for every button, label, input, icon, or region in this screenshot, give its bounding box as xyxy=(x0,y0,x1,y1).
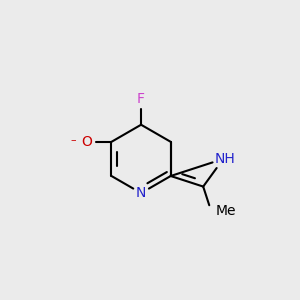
Text: Me: Me xyxy=(215,204,236,218)
Text: NH: NH xyxy=(214,152,235,166)
Text: F: F xyxy=(137,92,145,106)
Text: –: – xyxy=(70,135,76,145)
Text: N: N xyxy=(136,186,146,200)
Text: O: O xyxy=(81,135,92,149)
